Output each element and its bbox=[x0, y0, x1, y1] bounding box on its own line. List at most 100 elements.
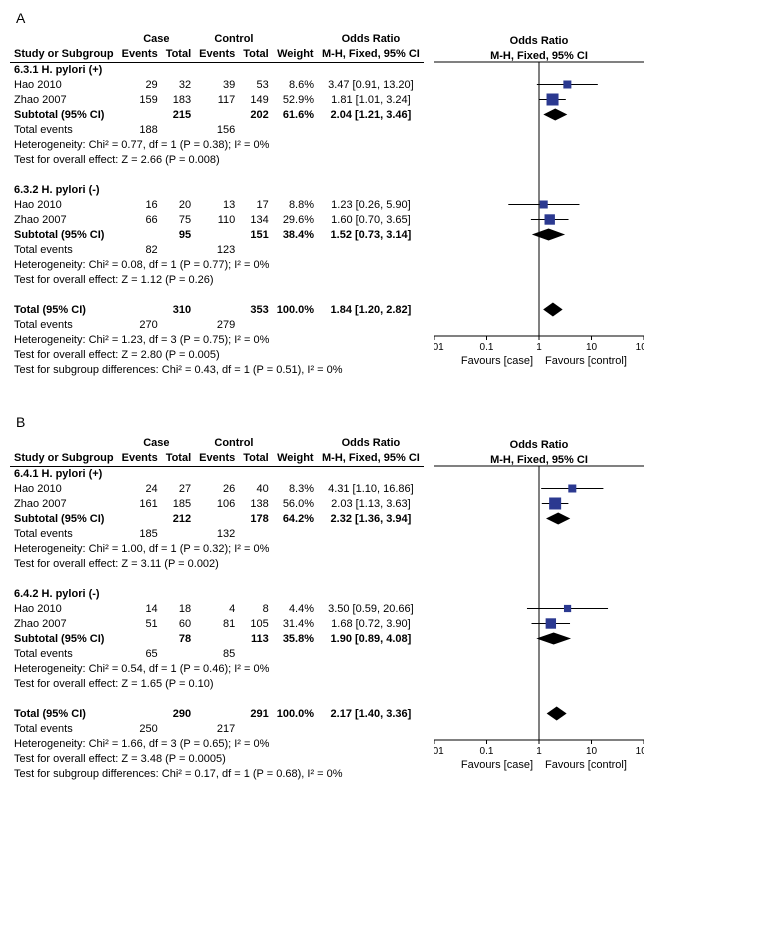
row-label: Hao 2010 bbox=[10, 78, 118, 93]
svg-text:10: 10 bbox=[586, 342, 598, 353]
case-total: 310 bbox=[162, 303, 195, 318]
or-header: Odds Ratio bbox=[318, 32, 424, 47]
footnote-text: Test for overall effect: Z = 3.11 (P = 0… bbox=[10, 557, 424, 572]
weight-cell: 52.9% bbox=[273, 93, 318, 108]
control-events: 132 bbox=[195, 527, 239, 542]
weight-cell: 29.6% bbox=[273, 213, 318, 228]
svg-text:Favours [control]: Favours [control] bbox=[545, 759, 627, 771]
case-total: 290 bbox=[162, 707, 195, 722]
case-events: 159 bbox=[118, 93, 162, 108]
row-label: Total events bbox=[10, 647, 118, 662]
footnote-text: Heterogeneity: Chi² = 0.77, df = 1 (P = … bbox=[10, 138, 424, 153]
row-label: Hao 2010 bbox=[10, 482, 118, 497]
control-total: 202 bbox=[239, 108, 272, 123]
total-header: Total bbox=[162, 47, 195, 63]
control-header: Control bbox=[195, 436, 273, 451]
effect-header: M-H, Fixed, 95% CI bbox=[318, 451, 424, 467]
footnote-text: Test for overall effect: Z = 2.66 (P = 0… bbox=[10, 153, 424, 168]
control-total: 113 bbox=[239, 632, 272, 647]
weight-header: Weight bbox=[273, 451, 318, 467]
total-header: Total bbox=[239, 451, 272, 467]
svg-text:Favours [control]: Favours [control] bbox=[545, 355, 627, 367]
case-events: 188 bbox=[118, 123, 162, 138]
forest-plot-svg: Odds RatioM-H, Fixed, 95% CI0.010.111010… bbox=[434, 436, 644, 781]
row-label: Total events bbox=[10, 123, 118, 138]
weight-header: Weight bbox=[273, 47, 318, 63]
study-row: Zhao 200716118510613856.0%2.03 [1.13, 3.… bbox=[10, 497, 424, 512]
row-label: Zhao 2007 bbox=[10, 497, 118, 512]
study-row: Hao 2010162013178.8%1.23 [0.26, 5.90] bbox=[10, 198, 424, 213]
study-row: Hao 2010242726408.3%4.31 [1.10, 16.86] bbox=[10, 482, 424, 497]
effect-cell: 3.47 [0.91, 13.20] bbox=[318, 78, 424, 93]
case-events bbox=[118, 228, 162, 243]
control-events: 4 bbox=[195, 602, 239, 617]
weight-cell: 8.3% bbox=[273, 482, 318, 497]
effect-cell: 1.90 [0.89, 4.08] bbox=[318, 632, 424, 647]
total-row: Total (95% CI)310353100.0%1.84 [1.20, 2.… bbox=[10, 303, 424, 318]
subtotal-row: Subtotal (95% CI)9515138.4%1.52 [0.73, 3… bbox=[10, 228, 424, 243]
total-header: Total bbox=[239, 47, 272, 63]
row-label: Hao 2010 bbox=[10, 198, 118, 213]
control-events: 81 bbox=[195, 617, 239, 632]
forest-plot-panel: ACaseControlOdds RatioStudy or SubgroupE… bbox=[10, 10, 780, 378]
case-total: 183 bbox=[162, 93, 195, 108]
events-header: Events bbox=[195, 451, 239, 467]
control-events bbox=[195, 228, 239, 243]
subtotal-row: Subtotal (95% CI)21217864.2%2.32 [1.36, … bbox=[10, 512, 424, 527]
footnote-text: Test for overall effect: Z = 1.65 (P = 0… bbox=[10, 677, 424, 692]
case-events: 270 bbox=[118, 318, 162, 333]
effect-cell: 2.03 [1.13, 3.63] bbox=[318, 497, 424, 512]
study-row: Zhao 200715918311714952.9%1.81 [1.01, 3.… bbox=[10, 93, 424, 108]
weight-cell: 38.4% bbox=[273, 228, 318, 243]
case-total: 78 bbox=[162, 632, 195, 647]
effect-cell: 1.60 [0.70, 3.65] bbox=[318, 213, 424, 228]
case-total: 32 bbox=[162, 78, 195, 93]
subgroup-title: 6.3.2 H. pylori (-) bbox=[10, 183, 424, 198]
footnote-text: Heterogeneity: Chi² = 0.08, df = 1 (P = … bbox=[10, 258, 424, 273]
control-events bbox=[195, 512, 239, 527]
control-events: 217 bbox=[195, 722, 239, 737]
control-header: Control bbox=[195, 32, 273, 47]
control-events bbox=[195, 303, 239, 318]
control-total: 8 bbox=[239, 602, 272, 617]
control-events bbox=[195, 632, 239, 647]
weight-cell: 100.0% bbox=[273, 707, 318, 722]
effect-cell: 1.84 [1.20, 2.82] bbox=[318, 303, 424, 318]
study-row: Zhao 200751608110531.4%1.68 [0.72, 3.90] bbox=[10, 617, 424, 632]
control-events: 117 bbox=[195, 93, 239, 108]
total-row: Total (95% CI)290291100.0%2.17 [1.40, 3.… bbox=[10, 707, 424, 722]
row-label: Subtotal (95% CI) bbox=[10, 108, 118, 123]
control-total: 178 bbox=[239, 512, 272, 527]
effect-cell: 1.68 [0.72, 3.90] bbox=[318, 617, 424, 632]
footnote-text: Heterogeneity: Chi² = 1.66, df = 3 (P = … bbox=[10, 737, 424, 752]
svg-text:0.1: 0.1 bbox=[479, 746, 493, 757]
effect-cell: 2.04 [1.21, 3.46] bbox=[318, 108, 424, 123]
subgroup-title: 6.3.1 H. pylori (+) bbox=[10, 63, 424, 79]
events-header: Events bbox=[118, 47, 162, 63]
case-total: 215 bbox=[162, 108, 195, 123]
case-events: 29 bbox=[118, 78, 162, 93]
row-label: Subtotal (95% CI) bbox=[10, 512, 118, 527]
subgroup-title: 6.4.1 H. pylori (+) bbox=[10, 467, 424, 483]
case-total: 75 bbox=[162, 213, 195, 228]
svg-text:1: 1 bbox=[536, 746, 542, 757]
control-total: 105 bbox=[239, 617, 272, 632]
panel-label: A bbox=[16, 10, 780, 26]
case-total: 18 bbox=[162, 602, 195, 617]
events-header: Events bbox=[118, 451, 162, 467]
control-events: 156 bbox=[195, 123, 239, 138]
row-label: Hao 2010 bbox=[10, 602, 118, 617]
case-events bbox=[118, 512, 162, 527]
case-header: Case bbox=[118, 32, 196, 47]
subtotal-row: Subtotal (95% CI)21520261.6%2.04 [1.21, … bbox=[10, 108, 424, 123]
footnote-text: Test for overall effect: Z = 2.80 (P = 0… bbox=[10, 348, 424, 363]
panel-label: B bbox=[16, 414, 780, 430]
case-events: 66 bbox=[118, 213, 162, 228]
control-events: 123 bbox=[195, 243, 239, 258]
case-total: 212 bbox=[162, 512, 195, 527]
case-events: 24 bbox=[118, 482, 162, 497]
events-header: Events bbox=[195, 47, 239, 63]
subtotal-row: Subtotal (95% CI)7811335.8%1.90 [0.89, 4… bbox=[10, 632, 424, 647]
case-events bbox=[118, 707, 162, 722]
control-total: 134 bbox=[239, 213, 272, 228]
